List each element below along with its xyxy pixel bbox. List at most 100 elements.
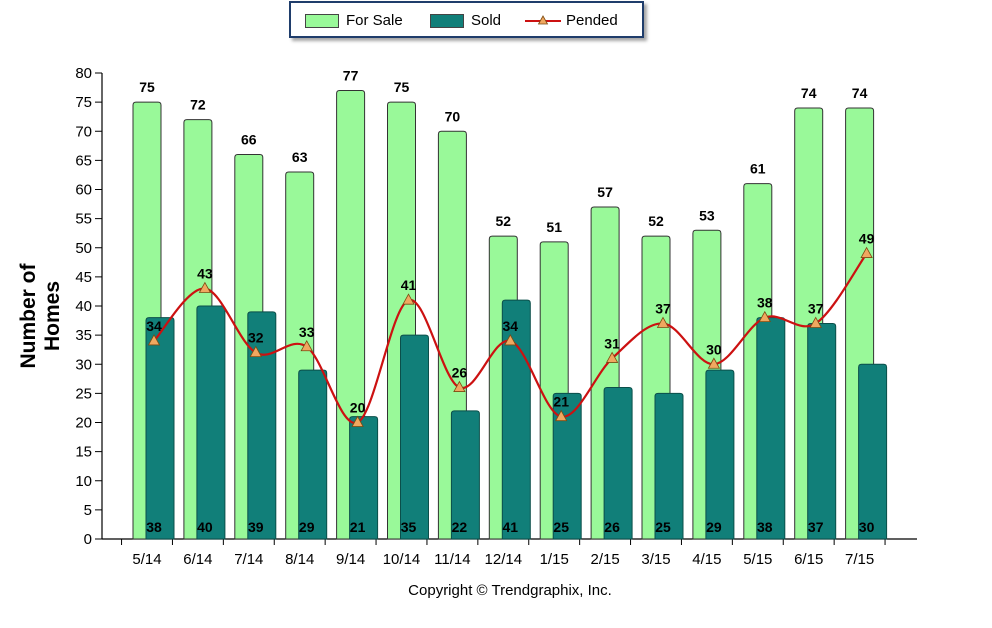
pended-marker — [300, 339, 313, 352]
pended-marker — [402, 293, 415, 305]
sold-value-label: 29 — [706, 519, 722, 535]
x-tick-label: 6/14 — [183, 551, 212, 568]
pended-marker — [504, 334, 517, 346]
y-tick-label: 70 — [75, 123, 92, 140]
sold-bar — [756, 317, 786, 540]
legend-swatch-sold — [430, 14, 464, 28]
x-tick-label: 11/14 — [434, 551, 470, 568]
pended-marker — [249, 345, 262, 358]
for-sale-value-label: 75 — [139, 79, 155, 95]
sold-value-label: 37 — [808, 519, 824, 535]
pended-value-label: 43 — [197, 266, 213, 282]
pended-value-label: 26 — [452, 365, 468, 381]
sold-bar — [807, 322, 837, 540]
x-tick-label: 8/14 — [285, 551, 314, 568]
x-tick-label: 3/15 — [641, 551, 670, 568]
sold-bar — [705, 369, 735, 540]
for-sale-value-label: 72 — [190, 97, 206, 113]
pended-value-label: 30 — [706, 341, 722, 357]
for-sale-value-label: 63 — [292, 149, 308, 165]
pended-marker — [605, 351, 619, 363]
legend: For Sale Sold Pended — [289, 1, 644, 38]
for-sale-value-label: 66 — [241, 132, 257, 148]
for-sale-value-label: 70 — [445, 108, 461, 124]
pended-value-label: 20 — [350, 400, 366, 416]
for-sale-value-label: 61 — [750, 161, 766, 177]
for-sale-value-label: 74 — [801, 85, 817, 101]
sold-value-label: 22 — [452, 519, 468, 535]
pended-value-label: 32 — [248, 330, 264, 346]
sold-bar — [552, 392, 582, 540]
copyright-text: Copyright © Trendgraphix, Inc. — [408, 582, 612, 599]
y-tick-label: 10 — [75, 473, 92, 490]
y-tick-label: 75 — [75, 94, 92, 111]
for-sale-value-label: 74 — [852, 85, 868, 101]
for-sale-value-label: 57 — [597, 184, 613, 200]
x-tick-label: 1/15 — [540, 551, 569, 568]
pended-marker — [453, 380, 466, 392]
y-tick-label: 80 — [75, 65, 92, 82]
legend-label-for-sale: For Sale — [346, 12, 403, 29]
x-tick-label: 4/15 — [692, 551, 721, 568]
y-axis-label: Number of Homes — [17, 263, 64, 369]
pended-value-label: 31 — [604, 335, 620, 351]
sold-value-label: 35 — [401, 519, 417, 535]
sold-value-label: 41 — [503, 519, 519, 535]
y-tick-label: 60 — [75, 182, 92, 199]
pended-value-label: 34 — [146, 318, 162, 334]
for-sale-value-label: 52 — [496, 213, 512, 229]
pended-marker — [656, 316, 670, 328]
y-tick-label: 45 — [75, 269, 92, 286]
x-tick-label: 5/15 — [743, 551, 772, 568]
y-tick-label: 20 — [75, 415, 92, 432]
sold-value-label: 38 — [146, 519, 162, 535]
pended-marker — [198, 281, 212, 293]
pended-value-label: 37 — [655, 300, 671, 316]
sold-bar — [247, 311, 277, 540]
sold-value-label: 21 — [350, 519, 366, 535]
for-sale-value-label: 51 — [546, 219, 562, 235]
y-tick-label: 25 — [75, 385, 92, 402]
sold-value-label: 25 — [553, 519, 569, 535]
sold-value-label: 30 — [859, 519, 875, 535]
pended-value-label: 38 — [757, 295, 773, 311]
pended-marker — [555, 409, 568, 422]
x-tick-label: 7/15 — [845, 551, 874, 568]
legend-label-sold: Sold — [471, 12, 502, 29]
sold-bar — [145, 317, 175, 540]
x-tick-label: 6/15 — [794, 551, 823, 568]
for-sale-value-label: 77 — [343, 67, 359, 83]
legend-label-pended: Pended — [566, 12, 618, 29]
x-tick-label: 10/14 — [383, 551, 421, 568]
y-tick-label: 0 — [84, 531, 92, 548]
x-tick-label: 7/14 — [234, 551, 263, 568]
sold-value-label: 39 — [248, 519, 264, 535]
pended-marker — [351, 415, 364, 427]
legend-swatch-for-sale — [305, 14, 339, 28]
y-tick-label: 40 — [75, 298, 92, 315]
y-tick-label: 30 — [75, 356, 92, 373]
y-tick-label: 65 — [75, 152, 92, 169]
sold-value-label: 26 — [604, 519, 620, 535]
pended-marker — [860, 246, 873, 258]
sold-bar — [654, 392, 684, 540]
pended-marker — [147, 334, 161, 346]
pended-value-label: 21 — [553, 394, 569, 410]
pended-value-label: 33 — [299, 324, 315, 340]
y-tick-label: 50 — [75, 240, 92, 257]
x-tick-label: 9/14 — [336, 551, 365, 568]
pended-marker — [707, 357, 721, 369]
pended-marker — [809, 316, 822, 328]
pended-value-label: 49 — [859, 231, 875, 247]
for-sale-value-label: 75 — [394, 79, 410, 95]
y-tick-label: 15 — [75, 444, 92, 461]
sold-bar — [858, 363, 888, 540]
sold-value-label: 40 — [197, 519, 213, 535]
sold-bar — [400, 334, 429, 540]
sold-bar — [501, 299, 531, 540]
pended-value-label: 34 — [503, 318, 519, 334]
sold-value-label: 29 — [299, 519, 315, 535]
pended-line-icon — [525, 15, 561, 25]
x-tick-label: 12/14 — [485, 551, 523, 568]
